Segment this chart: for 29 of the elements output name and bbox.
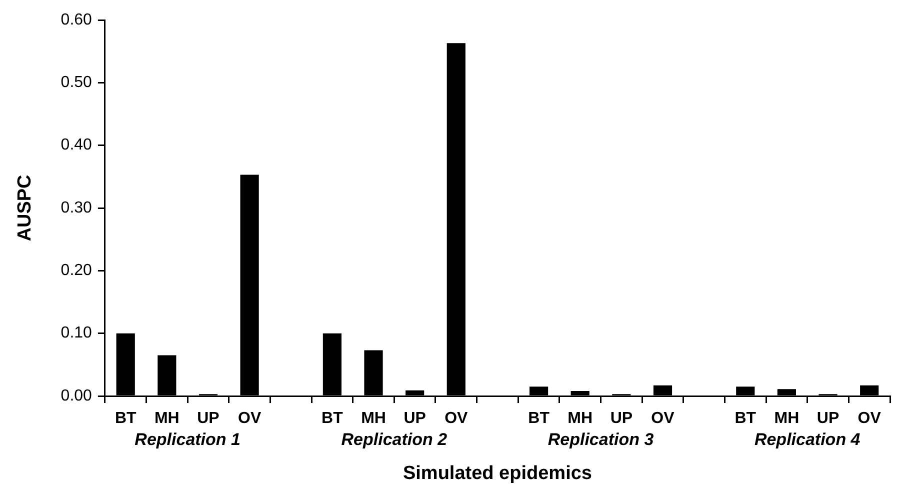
x-tick-label: UP	[197, 410, 220, 428]
x-tick-label: OV	[651, 410, 675, 428]
x-tick-label: BT	[114, 410, 136, 428]
y-tick-label: 0.10	[60, 324, 92, 342]
x-tick-label: UP	[816, 410, 840, 428]
x-axis-title: Simulated epidemics	[402, 462, 592, 484]
x-tick-label: OV	[444, 410, 468, 428]
text: Replication 3	[548, 430, 654, 450]
y-tick-label: 0.50	[60, 74, 92, 92]
x-tick-label: MH	[774, 410, 800, 428]
text: Replication 1	[134, 430, 240, 450]
x-tick-label: OV	[858, 410, 882, 428]
x-tick-label: OV	[238, 410, 262, 428]
x-tick-label: BT	[734, 410, 756, 428]
text: Replication 2	[341, 430, 448, 450]
x-tick-label: BT	[322, 410, 344, 428]
y-tick-label: 0.40	[60, 136, 92, 154]
x-tick-label: MH	[568, 410, 593, 428]
y-axis-title: AUSPC	[14, 174, 36, 242]
y-tick-label: 0.60	[60, 11, 92, 28]
y-tick-label: 0.20	[60, 262, 92, 280]
x-tick-label: BT	[528, 410, 550, 428]
x-tick-label: UP	[610, 410, 633, 428]
x-tick-label: MH	[361, 410, 386, 428]
y-tick-label: 0.00	[60, 387, 92, 404]
x-tick-label: MH	[154, 410, 180, 428]
y-tick-label: 0.30	[60, 199, 92, 216]
x-tick-label: UP	[404, 410, 426, 428]
text: Replication 4	[754, 430, 861, 450]
